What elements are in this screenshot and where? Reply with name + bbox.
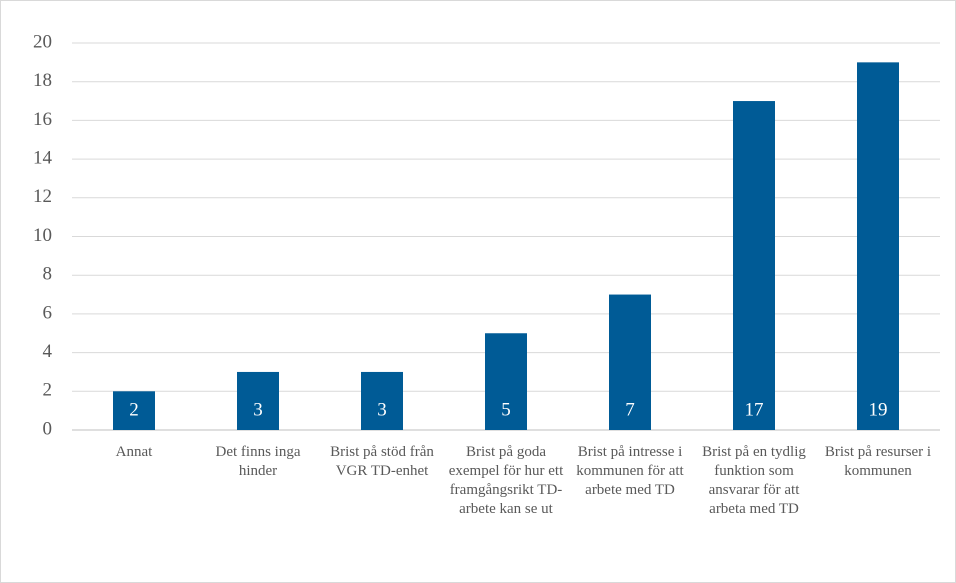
data-label: 5: [501, 399, 511, 420]
y-tick-label: 12: [33, 186, 52, 207]
x-tick-label: Brist på stöd från VGR TD-enhet: [330, 444, 434, 479]
bar: [857, 62, 899, 430]
y-tick-label: 18: [33, 70, 52, 91]
data-label: 17: [745, 399, 764, 420]
bar: [113, 391, 155, 430]
y-tick-label: 0: [43, 418, 53, 439]
bar: [609, 294, 651, 430]
y-tick-label: 8: [43, 264, 53, 285]
bar: [361, 371, 403, 430]
x-tick-label: Annat: [115, 444, 153, 460]
x-tick-label: Brist på goda exempel för hur ett framgå…: [448, 444, 564, 517]
x-tick-label: Brist på resurser i kommunen: [824, 444, 932, 479]
data-label: 2: [129, 399, 139, 420]
y-tick-label: 2: [43, 380, 53, 401]
bar: [733, 101, 775, 431]
y-tick-label: 10: [33, 225, 52, 246]
x-tick-label: Brist på intresse i kommunen för att arb…: [576, 444, 684, 498]
data-label: 19: [869, 399, 888, 420]
x-tick-label: Det finns inga hinder: [215, 444, 301, 479]
y-tick-label: 4: [43, 341, 53, 362]
y-tick-label: 6: [43, 302, 53, 323]
x-tick-label: Brist på en tydlig funktion som ansvarar…: [702, 444, 806, 517]
data-label: 7: [625, 399, 635, 420]
y-tick-label: 16: [33, 109, 52, 130]
data-label: 3: [377, 399, 387, 420]
bar: [237, 371, 279, 430]
data-label: 3: [253, 399, 263, 420]
bar: [485, 333, 527, 430]
y-tick-label: 14: [33, 147, 53, 168]
y-tick-label: 20: [33, 31, 52, 52]
